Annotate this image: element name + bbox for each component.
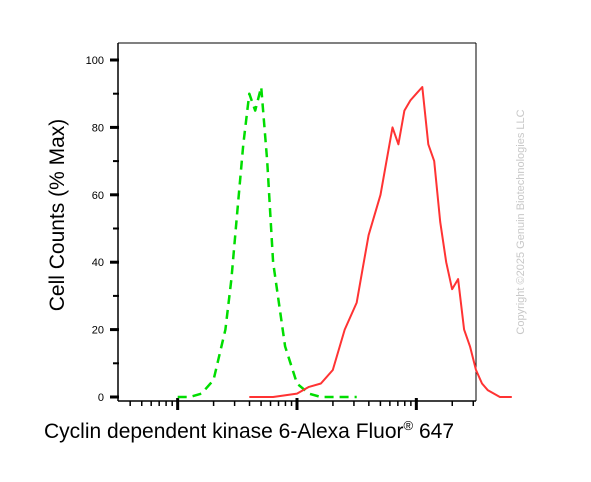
y-tick-label: 80 [92,122,104,134]
x-axis-label-registered-mark: ® [403,418,414,433]
y-tick-label: 0 [98,392,104,404]
control-histogram-line [177,85,357,399]
chart-axes: 0 20 40 60 80 100 [86,42,477,410]
y-tick-label: 60 [92,190,104,202]
x-axis-label-main: Cyclin dependent kinase 6-Alexa Fluor [44,420,404,443]
y-axis-label: Cell Counts (% Max) [46,118,69,312]
chart-series [177,85,512,399]
y-tick-label: 100 [86,55,104,67]
y-tick-label: 20 [92,325,104,337]
y-tick-label: 40 [92,257,104,269]
x-axis-label: Cyclin dependent kinase 6-Alexa Fluor® 6… [44,418,455,444]
copyright-watermark: Copyright ©2025 Genuin Biotechnologies L… [515,109,527,335]
stained-histogram-line [249,86,512,398]
x-axis-label-tail: 647 [413,420,455,443]
